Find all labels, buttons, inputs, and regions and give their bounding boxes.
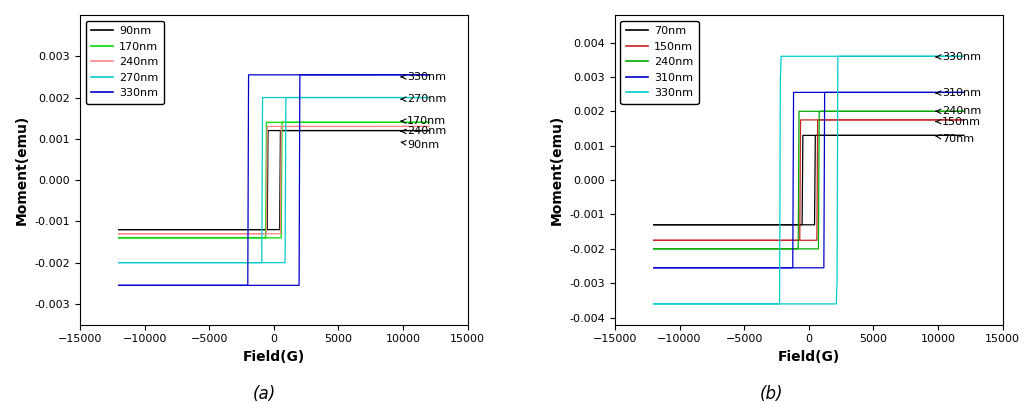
- Text: (a): (a): [253, 385, 275, 403]
- Text: 240nm: 240nm: [936, 106, 981, 116]
- Text: 90nm: 90nm: [402, 140, 439, 150]
- Text: 240nm: 240nm: [402, 127, 446, 136]
- Text: 330nm: 330nm: [936, 52, 981, 62]
- Legend: 90nm, 170nm, 240nm, 270nm, 330nm: 90nm, 170nm, 240nm, 270nm, 330nm: [86, 21, 164, 104]
- X-axis label: Field(G): Field(G): [777, 350, 839, 364]
- Y-axis label: Moment(emu): Moment(emu): [14, 114, 29, 225]
- Text: 70nm: 70nm: [936, 134, 974, 144]
- Text: 170nm: 170nm: [402, 116, 446, 126]
- Y-axis label: Moment(emu): Moment(emu): [550, 114, 564, 225]
- Text: 330nm: 330nm: [402, 72, 446, 82]
- X-axis label: Field(G): Field(G): [242, 350, 305, 364]
- Text: 270nm: 270nm: [402, 94, 446, 104]
- Legend: 70nm, 150nm, 240nm, 310nm, 330nm: 70nm, 150nm, 240nm, 310nm, 330nm: [620, 21, 699, 104]
- Text: (b): (b): [760, 385, 782, 403]
- Text: 150nm: 150nm: [936, 116, 981, 127]
- Text: 310nm: 310nm: [936, 88, 981, 98]
